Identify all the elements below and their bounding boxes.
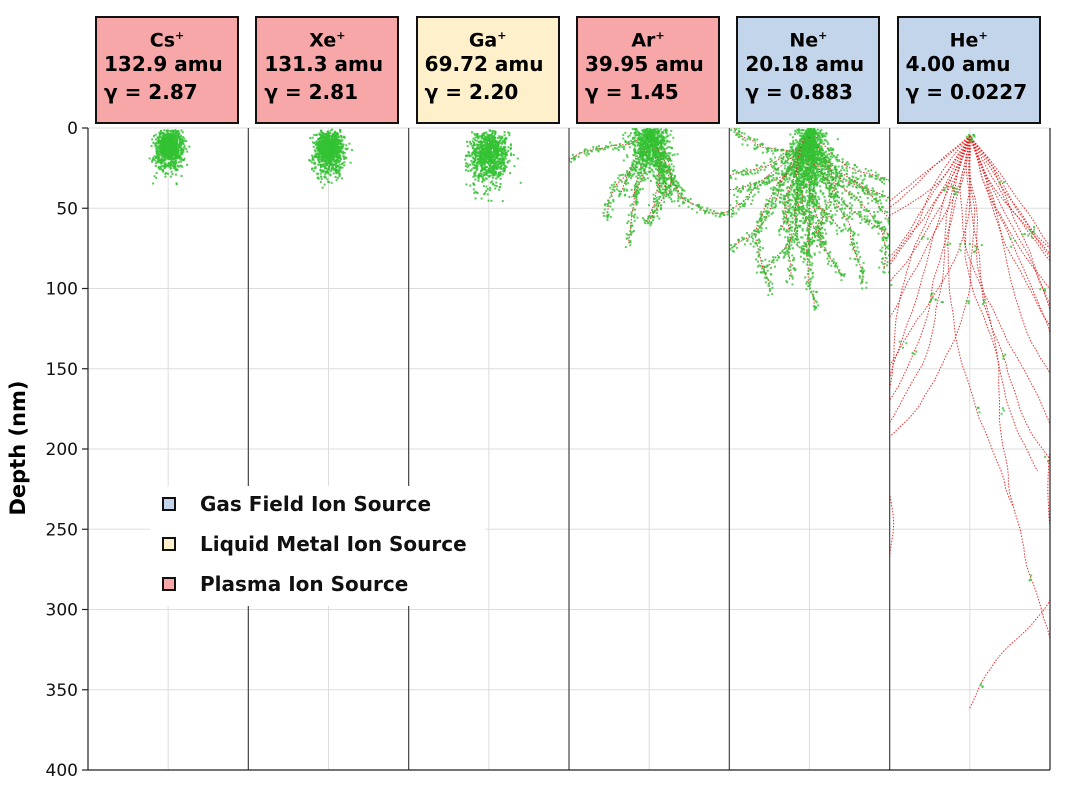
ion-box-ne: Ne+ 20.18 amu γ = 0.883 (736, 16, 881, 124)
panel-ga (464, 129, 522, 203)
ion-name: Ar+ (631, 29, 665, 52)
ion-charge: + (978, 29, 988, 42)
y-tick-label: 400 (46, 761, 78, 781)
legend: Gas Field Ion Source Liquid Metal Ion So… (150, 486, 486, 606)
y-tick-label: 350 (46, 681, 78, 701)
ion-name: Cs+ (149, 29, 185, 52)
ion-box-he: He+ 4.00 amu γ = 0.0227 (896, 16, 1041, 124)
ion-box-cs: Cs+ 132.9 amu γ = 2.87 (95, 16, 239, 124)
panel-ne (729, 128, 890, 311)
legend-swatch-plasma (162, 577, 176, 591)
panel-he (889, 133, 1051, 710)
y-tick-label: 150 (46, 360, 78, 380)
panel-xe (308, 128, 354, 189)
legend-item-lmis: Liquid Metal Ion Source (162, 530, 467, 558)
y-axis-label: Depth (nm) (6, 380, 30, 516)
ion-gamma: γ = 0.883 (745, 80, 853, 105)
legend-item-plasma: Plasma Ion Source (162, 570, 408, 598)
ion-gamma: γ = 2.20 (424, 80, 519, 105)
ion-mass: 20.18 amu (745, 52, 865, 77)
legend-swatch-gfis (162, 497, 176, 511)
ion-charge: + (655, 29, 665, 42)
ion-name: Ga+ (468, 29, 507, 52)
ion-gamma: γ = 2.81 (264, 80, 358, 105)
ion-name: Ne+ (789, 29, 828, 52)
ion-mass: 4.00 amu (905, 52, 1011, 77)
y-tick-label: 200 (46, 440, 78, 460)
ion-gamma: γ = 0.0227 (905, 80, 1028, 105)
panel-cs (148, 129, 191, 186)
ion-gamma: γ = 1.45 (585, 80, 679, 105)
y-tick-label: 100 (46, 280, 78, 300)
legend-swatch-lmis (162, 537, 176, 551)
ion-mass: 131.3 amu (264, 52, 384, 77)
ion-mass: 39.95 amu (585, 52, 704, 77)
ion-box-xe: Xe+ 131.3 amu γ = 2.81 (255, 16, 400, 124)
panel-ar (569, 128, 730, 249)
ion-mass: 132.9 amu (104, 52, 223, 77)
ion-mass: 69.72 amu (424, 52, 544, 77)
ion-name: He+ (949, 29, 988, 52)
legend-item-gfis: Gas Field Ion Source (162, 490, 431, 518)
ion-charge: + (818, 29, 828, 42)
ion-name: Xe+ (309, 29, 346, 52)
ion-charge: + (497, 29, 507, 42)
ion-charge: + (336, 29, 346, 42)
ion-box-ar: Ar+ 39.95 amu γ = 1.45 (576, 16, 720, 124)
legend-label-lmis: Liquid Metal Ion Source (200, 532, 467, 556)
ion-box-ga: Ga+ 69.72 amu γ = 2.20 (415, 16, 560, 124)
y-tick-label: 300 (46, 601, 78, 621)
ion-gamma: γ = 2.87 (104, 80, 198, 105)
ion-charge: + (175, 29, 185, 42)
legend-label-plasma: Plasma Ion Source (200, 572, 409, 596)
y-tick-label: 250 (46, 520, 78, 540)
y-tick-label: 50 (56, 199, 78, 219)
y-tick-label: 0 (67, 119, 78, 139)
legend-label-gfis: Gas Field Ion Source (200, 492, 432, 516)
